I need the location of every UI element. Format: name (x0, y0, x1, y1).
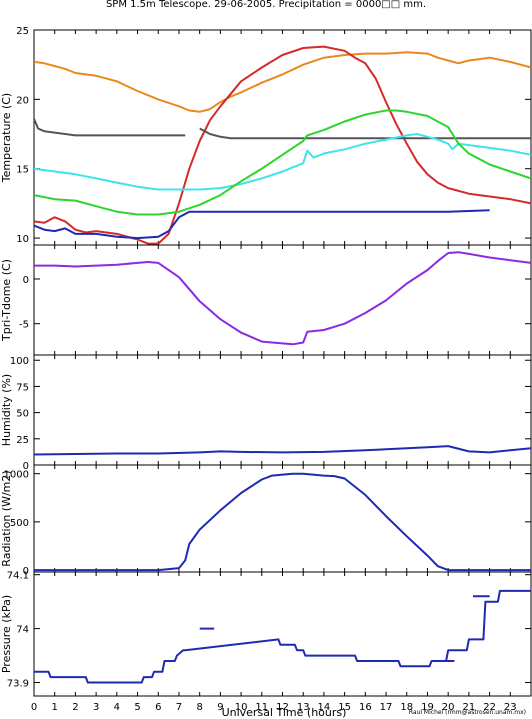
x-tick-label: 17 (380, 702, 393, 713)
credit-text: Raul Michel (rmm@astrosen.unam.mx) (409, 709, 526, 716)
y-tick-label: 0 (23, 275, 29, 286)
series-line-temperature-3 (199, 127, 531, 140)
series-line-temperature-6 (33, 209, 490, 240)
x-tick-label: 7 (176, 702, 182, 713)
y-axis-label: Pressure (kPa) (0, 595, 13, 673)
x-tick-label: 0 (31, 702, 37, 713)
series-line-temperature-1 (33, 45, 532, 245)
panel-pressure: 73.9 74 74.1 Pressure (kPa) (0, 571, 532, 697)
x-tick-label: 3 (93, 702, 99, 713)
chart-title: SPM 1.5m Telescope. 29-06-2005. Precipit… (106, 0, 426, 10)
y-tick-label: 15 (16, 165, 29, 176)
x-tick-label: 16 (359, 702, 372, 713)
x-tick-label: 10 (235, 702, 248, 713)
x-tick-label: 11 (255, 702, 268, 713)
series-line-temperature-5 (33, 109, 532, 216)
y-tick-label: 0 (23, 461, 29, 472)
series-line-pressure-0 (34, 589, 531, 684)
x-tick-label: 4 (114, 702, 120, 713)
y-tick-label: 100 (10, 356, 29, 367)
panel-temperature: 10 15 20 25 Temperature (C) (0, 26, 532, 246)
panel-frame (33, 244, 532, 356)
y-tick-label: -5 (19, 320, 29, 331)
x-tick-label: 12 (276, 702, 289, 713)
y-axis-label: Temperature (C) (0, 93, 13, 183)
y-tick-label: 10 (16, 234, 29, 245)
y-tick-label: 25 (16, 26, 29, 37)
x-tick-label: 5 (134, 702, 140, 713)
y-axis-label: Humidity (%) (0, 374, 13, 446)
series-line-temperature-0 (33, 51, 532, 113)
y-axis-label: Radiation (W/m2) (0, 470, 13, 566)
x-tick-label: 6 (155, 702, 161, 713)
x-tick-label: 8 (196, 702, 202, 713)
y-tick-label: 500 (10, 518, 29, 529)
y-tick-label: 73.9 (7, 679, 29, 690)
y-tick-label: 25 (16, 435, 29, 446)
series-line-tdome-0 (34, 251, 532, 346)
y-tick-label: 1000 (4, 470, 29, 481)
series-line-temperature-2 (33, 118, 186, 137)
panel-humidity: 0 25 50 75 100 Humidity (%) (0, 354, 532, 472)
x-axis-label: Universal Time (hours) (222, 706, 347, 719)
x-tick-label: 14 (318, 702, 331, 713)
x-tick-label: 9 (217, 702, 223, 713)
x-axis: 0 1 2 3 4 5 6 7 8 9 10 11 12 13 14 15 16 17 18 19 20 21 22 23 (31, 702, 517, 713)
x-tick-label: 1 (52, 702, 58, 713)
panel-tdome: -5 0 Tpri-Tdome (C) (0, 244, 532, 356)
x-tick-label: 2 (72, 702, 78, 713)
y-tick-label: 20 (16, 95, 29, 106)
x-tick-label: 19 (421, 702, 434, 713)
series-line-humidity-0 (33, 445, 532, 456)
x-tick-label: 15 (338, 702, 351, 713)
y-axis-label: Tpri-Tdome (C) (0, 259, 13, 342)
y-tick-label: 74.1 (7, 571, 29, 582)
x-tick-label: 13 (297, 702, 310, 713)
y-tick-label: 0 (23, 566, 29, 577)
series-line-temperature-4 (33, 133, 532, 191)
y-tick-label: 75 (16, 382, 29, 393)
x-tick-label: 23 (504, 702, 517, 713)
panel-frame (33, 464, 532, 573)
x-tick-label: 22 (483, 702, 496, 713)
panels: 10 15 20 25 Temperature (C) -5 0 Tpri-Tdome (C)… (0, 26, 532, 697)
x-tick-label: 18 (400, 702, 413, 713)
x-tick-label: 21 (463, 702, 476, 713)
x-tick-label: 20 (442, 702, 455, 713)
series-line-radiation-0 (34, 472, 531, 572)
y-tick-label: 50 (16, 409, 29, 420)
y-tick-label: 74 (16, 625, 29, 636)
panel-frame (33, 571, 532, 697)
